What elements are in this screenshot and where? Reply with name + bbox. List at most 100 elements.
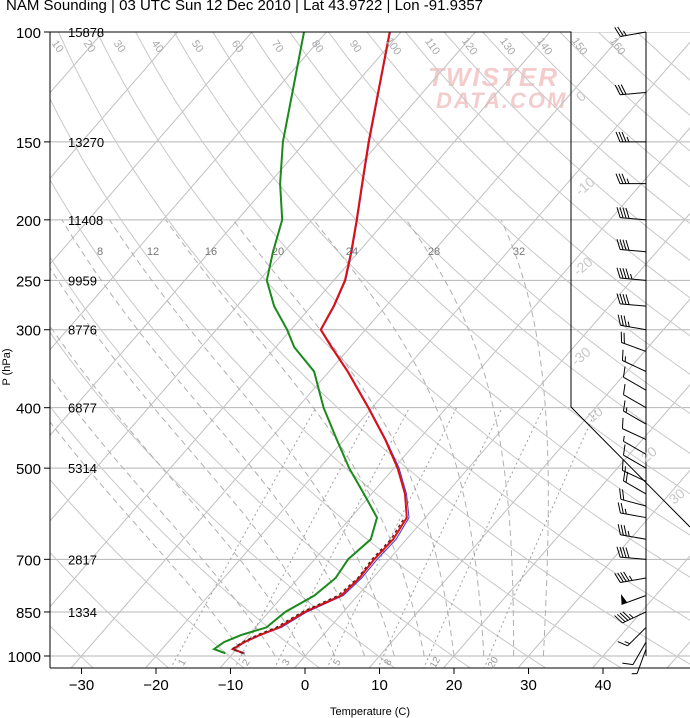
barb-half: [627, 530, 630, 537]
dry-adiabat-label: 40: [149, 38, 166, 55]
wind-barb: [622, 435, 647, 455]
barb-half: [629, 613, 634, 619]
barb-full: [625, 471, 629, 483]
isotherm-label: 20: [638, 443, 660, 465]
barb-half: [625, 407, 628, 413]
barb-full: [615, 173, 621, 184]
barb-full: [616, 267, 621, 279]
mixing-ratio-line: [423, 407, 544, 668]
dry-adiabat-label: 80: [309, 38, 326, 55]
barb-full: [619, 488, 622, 500]
dry-adiabat-label: 10: [49, 38, 66, 55]
isotherm-line: [517, 469, 690, 668]
barb-shaft: [620, 217, 647, 221]
wind-barb: [616, 293, 647, 307]
dry-adiabat-line: [289, 32, 690, 415]
barb-full: [619, 207, 624, 218]
barb-half: [626, 136, 630, 143]
pressure-tick-label: 1000: [8, 649, 41, 666]
wind-barb: [616, 239, 647, 253]
barb-shaft: [623, 440, 647, 455]
barb-full: [621, 173, 627, 184]
isotherm-line: [50, 32, 402, 437]
mixing-ratio-line: [483, 407, 598, 668]
barb-full: [622, 547, 627, 558]
barb-shaft: [636, 648, 647, 674]
barb-shaft: [620, 556, 647, 560]
dry-adiabat-label: 160: [607, 36, 627, 58]
barb-full: [619, 612, 629, 621]
wind-barb: [621, 417, 647, 441]
barb-full: [619, 546, 624, 558]
barb-full: [622, 239, 627, 251]
dry-adiabat-label: 90: [347, 38, 364, 55]
barb-full: [625, 239, 630, 251]
dry-adiabat-line: [212, 32, 690, 495]
barb-full: [616, 546, 621, 558]
barb-flag: [620, 593, 628, 605]
dry-adiabat-line: [135, 32, 690, 578]
isotherm-line: [50, 32, 327, 351]
dry-adiabat-label: 150: [569, 36, 589, 58]
height-label: 8776: [68, 323, 97, 338]
wind-barb: [622, 383, 647, 409]
barb-shaft: [623, 454, 647, 469]
pressure-tick-label: 850: [16, 605, 41, 622]
dry-adiabat-line: [50, 256, 472, 668]
isotherm-label: 0: [573, 87, 589, 104]
pressure-tick-label: 200: [16, 213, 41, 230]
isotherm-line: [219, 127, 690, 668]
barb-full: [621, 459, 624, 471]
barb-full: [623, 315, 627, 327]
isotherm-line: [144, 41, 690, 668]
barb-full: [622, 366, 626, 378]
barb-shaft: [621, 595, 647, 605]
dry-adiabat-line: [443, 32, 690, 262]
barb-full: [614, 615, 623, 624]
y-axis-title: P (hPa): [1, 348, 13, 385]
barb-shaft: [622, 469, 647, 482]
temperature-tick-label: 10: [371, 677, 388, 694]
wind-barb: [616, 267, 647, 281]
wind-barb: [614, 611, 647, 624]
barb-half: [624, 356, 626, 362]
isotherm-line: [591, 555, 690, 668]
dry-adiabat-line: [50, 97, 623, 668]
dry-adiabat-label: 70: [269, 38, 286, 55]
mixing-ratio-label: 20: [486, 655, 501, 671]
mixing-ratio-line: [170, 407, 317, 668]
virtual-temperature-line: [233, 32, 410, 654]
mixing-ratio-line: [273, 407, 410, 668]
temperature-tick-label: 30: [520, 677, 537, 694]
dry-adiabat-label: 130: [497, 36, 517, 58]
barb-shaft: [620, 277, 647, 281]
temperature-line: [230, 32, 408, 655]
barb-full: [620, 315, 624, 326]
barb-shaft: [620, 534, 647, 540]
dry-adiabat-line: [50, 478, 245, 668]
mixing-ratio-label: 8: [382, 657, 395, 668]
moist-adiabat-line: [50, 375, 276, 657]
parcel-line: [230, 517, 406, 654]
barb-full: [622, 383, 626, 395]
wind-barb: [614, 84, 647, 96]
mixing-ratio-line: [326, 407, 458, 668]
barb-full: [617, 84, 624, 95]
barb-full: [621, 417, 624, 429]
barb-shaft: [620, 512, 647, 519]
wind-barb: [616, 546, 647, 560]
barb-full: [623, 525, 627, 536]
moist-adiabat-label: 28: [428, 246, 440, 258]
barb-full: [616, 293, 621, 305]
isotherm-label: 10: [584, 403, 606, 425]
barb-full: [618, 173, 624, 184]
moist-adiabat-line: [500, 219, 549, 657]
barb-half: [631, 673, 638, 675]
barb-shaft: [622, 611, 647, 624]
barb-full: [617, 641, 628, 647]
wind-barb: [616, 207, 647, 221]
wind-barb: [617, 627, 647, 647]
dry-adiabat-label: 50: [189, 38, 206, 55]
moist-adiabat-label: 8: [97, 246, 103, 258]
